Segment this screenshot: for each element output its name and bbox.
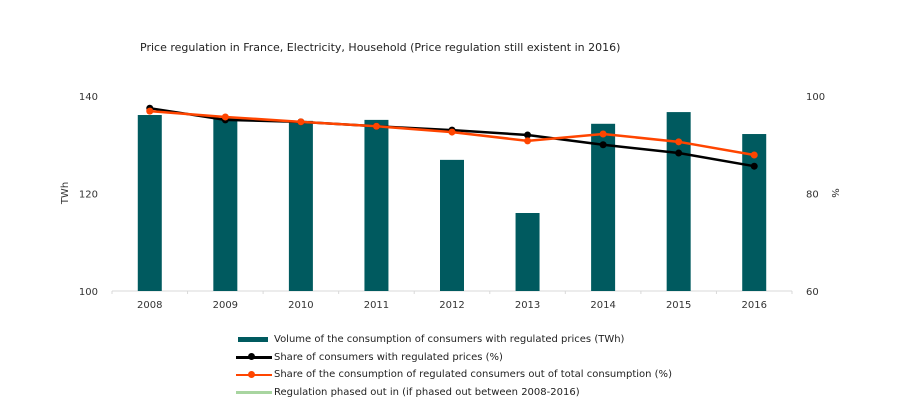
point-series-2-2008 [146,107,154,115]
right-y-tick-label: 60 [806,287,819,298]
x-tick-label: 2015 [666,300,691,311]
point-series-2-2010 [297,118,305,126]
bar-2016 [742,134,767,291]
bar-2012 [440,159,464,291]
legend-item: Regulation phased out in (if phased out … [236,384,672,402]
x-tick-label: 2016 [741,300,766,311]
x-tick-label: 2010 [288,300,313,311]
point-series-2-2015 [675,138,683,146]
bar-2014 [591,123,616,291]
legend-label: Volume of the consumption of consumers w… [274,334,625,346]
x-tick-label: 2008 [137,300,162,311]
point-series-2-2009 [221,113,229,121]
legend-marker-swatch [248,353,255,361]
point-series-1-2015 [675,149,683,157]
right-y-tick-label: 80 [806,190,819,201]
legend-label: Regulation phased out in (if phased out … [274,386,580,398]
x-tick-label: 2012 [439,300,464,311]
legend-swatch [236,335,272,345]
legend-swatch [236,370,272,380]
x-tick-label: 2011 [364,300,389,311]
bar-2009 [213,117,238,291]
point-series-2-2014 [599,130,607,138]
legend-item: Share of the consumption of regulated co… [236,366,672,384]
bar-2010 [288,120,313,291]
bar-2013 [515,213,540,291]
legend-label: Share of consumers with regulated prices… [274,351,503,363]
x-tick-label: 2014 [590,300,615,311]
legend-line-swatch [236,391,272,394]
legend-marker-swatch [248,370,255,378]
right-y-tick-label: 100 [806,92,825,103]
point-series-1-2014 [599,141,607,149]
legend-item: Volume of the consumption of consumers w… [236,331,672,349]
left-y-tick-label: 140 [79,92,98,103]
point-series-2-2016 [750,151,758,159]
legend-label: Share of the consumption of regulated co… [274,369,672,381]
x-tick-label: 2013 [515,300,540,311]
chart-title: Price regulation in France, Electricity,… [140,41,621,54]
bar-2008 [137,115,162,291]
legend-swatch [236,387,272,397]
right-axis-title: % [829,188,840,198]
legend-item: Share of consumers with regulated prices… [236,349,672,367]
legend-swatch [236,352,272,362]
point-series-1-2013 [524,131,532,139]
legend-bar-swatch [238,336,268,342]
point-series-2-2012 [448,128,456,136]
left-axis-title: TWh [60,182,71,205]
chart-legend: Volume of the consumption of consumers w… [236,331,672,401]
left-y-tick-label: 100 [79,287,98,298]
point-series-2-2013 [524,137,532,145]
point-series-1-2016 [750,162,758,170]
x-tick-label: 2009 [213,300,238,311]
bar-2011 [364,119,389,291]
point-series-2-2011 [372,122,380,130]
left-y-tick-label: 120 [79,190,98,201]
